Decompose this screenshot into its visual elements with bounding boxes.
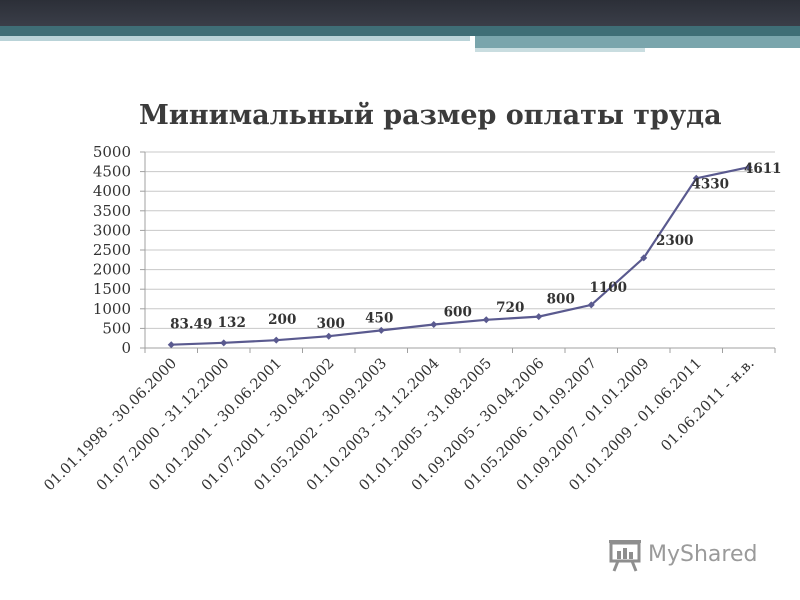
y-tick-label: 4000 [93,182,131,200]
data-point [220,339,228,347]
y-tick-label: 4500 [93,163,131,181]
presentation-board-icon [609,540,641,572]
data-label: 200 [268,312,296,328]
data-point [167,341,175,349]
header-stripe-accent [475,36,800,48]
header-stripe-light [0,36,470,41]
watermark: MyShared [608,537,768,573]
header-band [0,0,800,26]
data-label: 1100 [589,280,627,296]
data-point [272,336,280,344]
data-label: 300 [317,316,345,332]
y-tick-label: 3500 [93,202,131,220]
data-point [535,313,543,321]
data-label: 720 [496,300,524,316]
y-tick-label: 3000 [93,221,131,239]
data-label: 4330 [691,176,729,192]
watermark-text: MyShared [648,542,758,567]
data-label: 2300 [656,233,694,249]
data-point [745,163,753,171]
data-label: 132 [218,315,246,331]
data-point [587,301,595,309]
data-point [640,254,648,262]
data-point [377,326,385,334]
y-tick-label: 5000 [93,143,131,161]
data-label: 83.49 [170,317,212,333]
y-tick-label: 1000 [93,300,131,318]
data-label: 4611 [744,161,782,177]
y-tick-label: 1500 [93,280,131,298]
series-line [171,166,750,346]
data-label: 450 [365,310,393,326]
y-tick-label: 0 [121,339,131,357]
data-label: 600 [444,304,472,320]
y-tick-label: 2500 [93,241,131,259]
y-tick-label: 2000 [93,261,131,279]
data-label: 800 [547,292,575,308]
x-tick-label: 01.06.2011 - н.в. [658,356,757,455]
data-point [692,174,700,182]
data-point [430,320,438,328]
data-point [325,332,333,340]
data-point [482,316,490,324]
chart-title: Минимальный размер оплаты труда [139,100,722,131]
header-stripe [0,26,800,36]
header-stripe-thin [475,48,645,52]
y-tick-label: 500 [102,319,131,337]
